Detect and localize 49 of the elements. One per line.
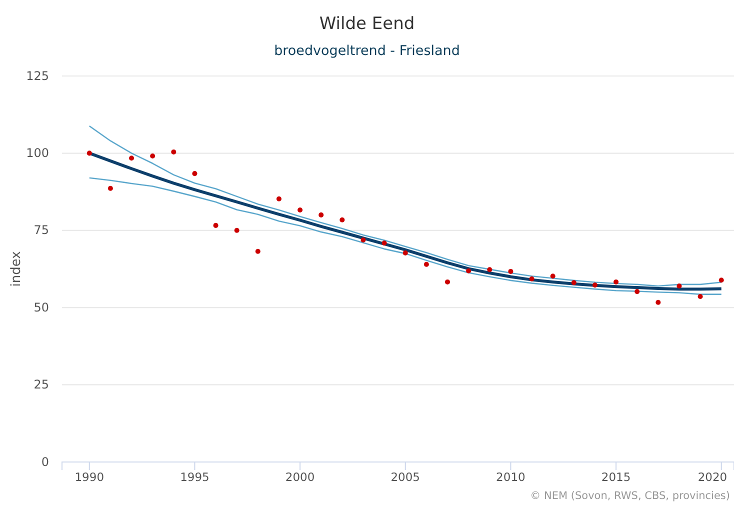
y-tick-label: 50 [34,300,49,314]
point [529,276,534,282]
point [255,248,260,254]
y-tick-label: 100 [26,146,49,160]
y-axis-title: index [9,250,24,287]
y-tick-label: 0 [41,454,49,469]
chart-subtitle: broedvogeltrend - Friesland [274,43,460,59]
point [382,240,387,246]
x-tick-label: 1995 [180,470,210,484]
x-tick-label: 2010 [496,470,526,484]
x-tick-label: 2015 [601,470,631,484]
point [424,262,429,267]
text: © NEM (Sovon, RWS, CBS, provincies) [530,490,730,502]
point [360,237,366,242]
chart-title: Wilde Eend [319,14,415,34]
point [592,282,598,288]
point [571,280,576,286]
point [550,274,556,279]
point [86,150,92,156]
point [508,268,514,274]
point [487,267,492,272]
x-tick-label: 2000 [285,470,315,484]
x-tick-label: 1990 [74,470,104,484]
point [150,153,156,158]
point [718,278,724,283]
y-tick-label: 25 [34,378,49,392]
point [444,279,450,284]
y-tick-label: 125 [26,68,49,83]
x-tick-label: 2005 [390,470,420,484]
point [276,196,282,202]
point [634,289,640,294]
point [171,149,176,154]
point [298,208,303,213]
point [466,268,472,274]
point [614,279,619,284]
line-series [88,125,722,287]
point [340,217,345,222]
x-tick-label: 2020 [698,470,728,484]
point [108,186,113,191]
point [698,294,703,299]
y-tick-label: 75 [34,223,49,238]
point [402,250,408,256]
point [192,171,198,176]
point [213,222,218,228]
point [676,283,682,288]
point [656,300,661,305]
point [128,156,134,161]
point [318,212,324,218]
point [234,228,240,233]
